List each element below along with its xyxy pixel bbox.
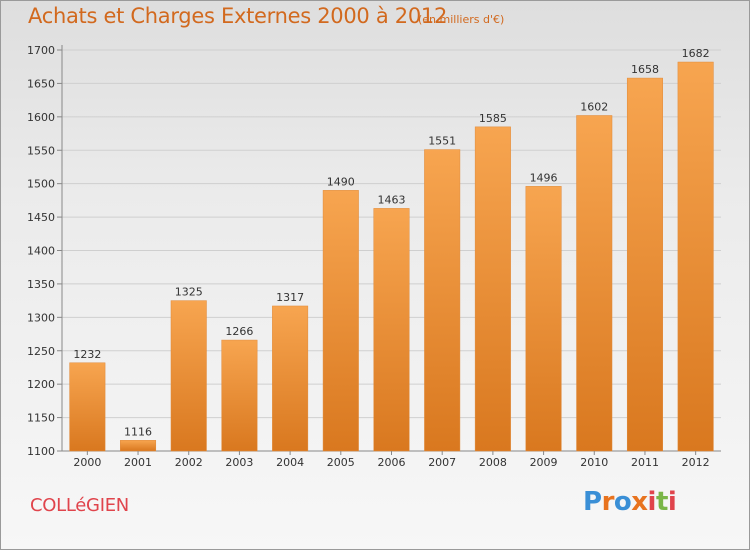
bars: 1232 1116 1325 1266 1317 1490 1463 1551 1585 1496… bbox=[69, 47, 714, 452]
y-tick-label: 1600 bbox=[27, 111, 55, 124]
y-tick-label: 1350 bbox=[27, 278, 55, 291]
bar-2002 bbox=[170, 300, 207, 452]
logo-letter: r bbox=[601, 487, 615, 517]
y-tick-label: 1500 bbox=[27, 178, 55, 191]
y-tick-label: 1100 bbox=[27, 445, 55, 458]
y-tick-label: 1200 bbox=[27, 378, 55, 391]
proxiti-logo[interactable]: Proxiti bbox=[583, 487, 677, 517]
x-tick-label: 2003 bbox=[225, 456, 253, 469]
bar-2011 bbox=[626, 77, 663, 452]
data-label: 1232 bbox=[73, 348, 101, 361]
logo-letter: o bbox=[613, 487, 632, 517]
x-tick-label: 2005 bbox=[327, 456, 355, 469]
bar-2003 bbox=[221, 339, 258, 452]
logo-letter: x bbox=[631, 487, 648, 517]
logo-letter: i bbox=[647, 487, 657, 517]
x-tick-label: 2000 bbox=[73, 456, 101, 469]
bar-2012 bbox=[677, 61, 714, 452]
y-tick-label: 1450 bbox=[27, 211, 55, 224]
data-label: 1266 bbox=[225, 325, 253, 338]
data-label: 1658 bbox=[631, 63, 659, 76]
data-label: 1551 bbox=[428, 135, 456, 148]
bar-2005 bbox=[322, 190, 359, 452]
x-tick-label: 2010 bbox=[580, 456, 608, 469]
data-label: 1325 bbox=[175, 286, 203, 299]
bar-2000 bbox=[69, 362, 106, 452]
y-tick-label: 1650 bbox=[27, 77, 55, 90]
y-tick-label: 1150 bbox=[27, 412, 55, 425]
bar-2007 bbox=[424, 149, 461, 452]
bar-2008 bbox=[474, 126, 511, 452]
x-tick-label: 2007 bbox=[428, 456, 456, 469]
chart-title: Achats et Charges Externes 2000 à 2012 bbox=[28, 4, 448, 28]
x-tick-label: 2012 bbox=[682, 456, 710, 469]
bar-2010 bbox=[576, 115, 613, 452]
bar-2004 bbox=[272, 305, 309, 452]
x-tick-label: 2006 bbox=[378, 456, 406, 469]
data-label: 1496 bbox=[530, 171, 558, 184]
logo-letter: P bbox=[583, 487, 602, 517]
commune-name: COLLéGIEN bbox=[30, 495, 129, 516]
data-label: 1490 bbox=[327, 175, 355, 188]
x-axis: 2000 2001 2002 2003 2004 2005 2006 2007 2008 2009… bbox=[73, 451, 710, 469]
logo-letter: t bbox=[655, 487, 668, 517]
x-tick-label: 2009 bbox=[530, 456, 558, 469]
x-tick-label: 2002 bbox=[175, 456, 203, 469]
bar-2009 bbox=[525, 186, 562, 452]
x-tick-label: 2001 bbox=[124, 456, 152, 469]
y-tick-label: 1400 bbox=[27, 245, 55, 258]
bar-2001 bbox=[120, 440, 157, 452]
y-tick-label: 1300 bbox=[27, 311, 55, 324]
y-tick-label: 1250 bbox=[27, 345, 55, 358]
y-tick-label: 1550 bbox=[27, 144, 55, 157]
data-label: 1682 bbox=[682, 47, 710, 60]
chart-subtitle: (en milliers d'€) bbox=[418, 13, 505, 26]
data-label: 1602 bbox=[580, 100, 608, 113]
data-label: 1585 bbox=[479, 112, 507, 125]
y-tick-label: 1700 bbox=[27, 44, 55, 57]
x-tick-label: 2004 bbox=[276, 456, 304, 469]
logo-letter: i bbox=[667, 487, 677, 517]
bar-2006 bbox=[373, 208, 410, 452]
data-label: 1116 bbox=[124, 425, 152, 438]
data-label: 1317 bbox=[276, 291, 304, 304]
data-label: 1463 bbox=[378, 193, 406, 206]
x-tick-label: 2008 bbox=[479, 456, 507, 469]
x-tick-label: 2011 bbox=[631, 456, 659, 469]
